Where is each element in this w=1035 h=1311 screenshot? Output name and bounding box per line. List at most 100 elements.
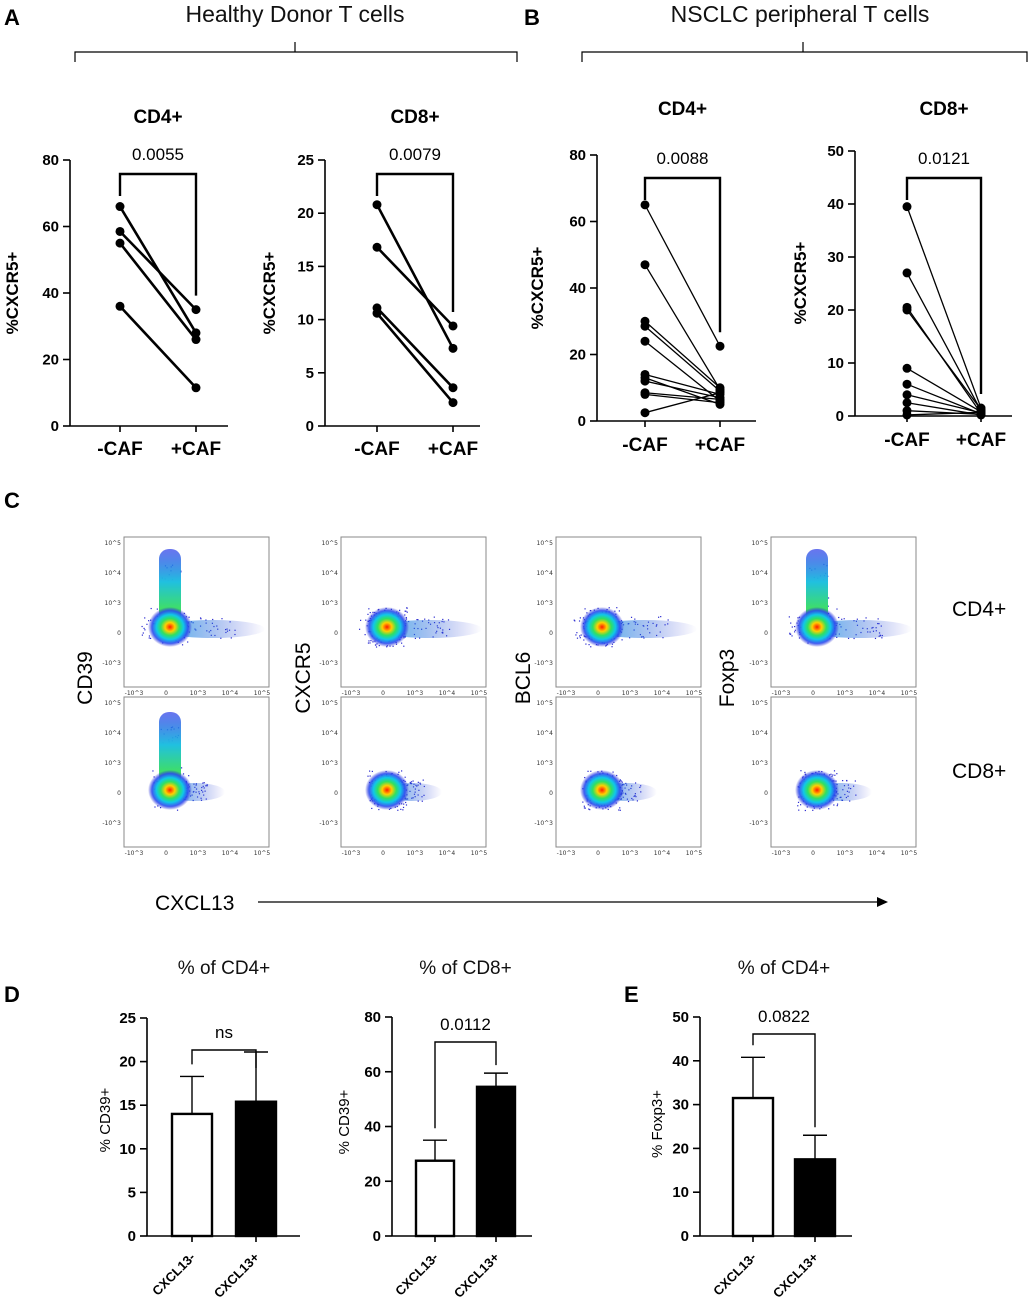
y-tick-label: 80 [42,152,59,169]
flow-y-tick: 10^3 [322,760,339,767]
flow-event-dot [200,618,202,620]
flow-event-dot [405,804,408,806]
flow-y-tick: -10^3 [102,820,121,827]
flow-x-tick: 0 [381,690,385,697]
pair-line [906,272,982,412]
y-tick-label: 60 [364,1064,381,1081]
flow-plot-frame [123,696,270,848]
flow-event-dot [368,640,370,642]
flow-event-dot [433,616,435,618]
flow-event-dot [579,637,581,639]
flow-event-dot [417,800,419,802]
data-point [115,301,125,311]
data-point [902,390,912,400]
flow-event-dot [618,610,620,612]
y-tick-label: 25 [119,1010,136,1027]
flow-x-tick: 10^4 [654,690,671,697]
flow-event-dot [798,809,800,811]
significance-bracket [643,176,722,333]
flow-plot-frame [340,536,487,688]
flow-y-tick: 10^3 [105,600,122,607]
flow-event-dot [221,618,223,620]
flow-row-label-cd4: CD4+ [952,598,1006,621]
x-category-label: -CAF [884,430,929,451]
bar [731,1096,775,1238]
flow-event-dot [584,807,586,809]
data-point [372,308,382,318]
flow-x-arrowhead [877,897,888,907]
flow-event-dot [154,806,156,808]
data-point [191,383,201,393]
flow-y-tick: 10^4 [105,570,122,577]
flow-event-dot [369,642,371,644]
x-category-label: CXCL13+ [770,1249,822,1301]
chart-e1: % of CD4+ 0 10 20 30 40 50 % Foxp3+ CXCL13- CXCL1… [649,958,852,1301]
flow-y-tick: 10^4 [537,570,554,577]
panel-label-b: B [524,5,540,30]
flow-event-dot [199,617,202,619]
y-tick-label: 20 [364,1173,381,1190]
chart-title: CD8+ [390,107,439,128]
flow-event-dot [790,633,792,635]
flow-density-core [148,607,192,647]
flow-event-dot [578,620,581,622]
flow-event-dot [187,641,189,643]
flow-event-dot [608,607,610,609]
p-value-label: ns [215,1023,233,1042]
flow-event-dot [800,804,802,806]
pair-line [906,367,982,413]
flow-event-dot [417,619,419,621]
flow-event-dot [621,781,623,783]
pair-line [644,393,721,404]
data-point [715,341,725,351]
panel-label-c: C [4,488,20,513]
data-point [448,383,458,393]
flow-event-dot [405,801,407,804]
y-tick-label: 0 [51,418,59,435]
flow-event-dot [375,646,378,648]
data-point [715,388,725,398]
flow-event-dot [836,805,838,807]
x-category-label: CXCL13- [149,1250,198,1299]
data-point [902,268,912,278]
flow-event-dot [180,767,183,769]
flow-x-tick: -10^3 [342,690,361,697]
p-value-label: 0.0112 [440,1015,491,1034]
flow-event-dot [371,770,373,773]
pair-line [906,410,982,416]
flow-panels: 10^510^410^30-10^3-10^3 0 10^3 10^4 10^510^5… [102,536,917,857]
y-axis-label: % Foxp3+ [649,1090,666,1158]
flow-y-tick: -10^3 [534,820,553,827]
flow-event-dot [369,611,371,614]
flow-event-dot [410,781,413,783]
data-point [902,410,912,420]
flow-x-tick: 10^5 [254,850,271,857]
significance-bracket [905,176,983,395]
flow-event-dot [144,629,146,631]
p-value-label: 0.0079 [389,145,441,164]
group-brace-healthy [74,42,518,62]
data-point [640,200,650,210]
flow-event-dot [881,637,883,639]
flow-event-dot [142,632,144,634]
y-tick-label: 50 [672,1009,689,1026]
flow-event-dot [832,774,834,776]
bar [414,1159,456,1238]
flow-density-core [365,607,409,647]
flow-event-dot [621,639,623,641]
flow-event-dot [575,634,577,636]
flow-event-dot [576,637,579,639]
y-tick-label: 40 [672,1053,689,1070]
data-point [902,398,912,408]
flow-event-dot [149,637,152,639]
chart-d2: % of CD8+ 0 20 40 60 80 % CD39+ CXCL13- CXCL13+ 0… [336,958,532,1301]
flow-event-dot [788,616,790,618]
panel-label-a: A [4,5,20,30]
flow-event-dot [141,625,143,628]
pair-line [644,264,721,390]
flow-x-tick: 10^4 [222,850,239,857]
flow-event-dot [369,775,371,777]
flow-event-dot [181,644,184,646]
flow-event-dot [616,607,618,609]
